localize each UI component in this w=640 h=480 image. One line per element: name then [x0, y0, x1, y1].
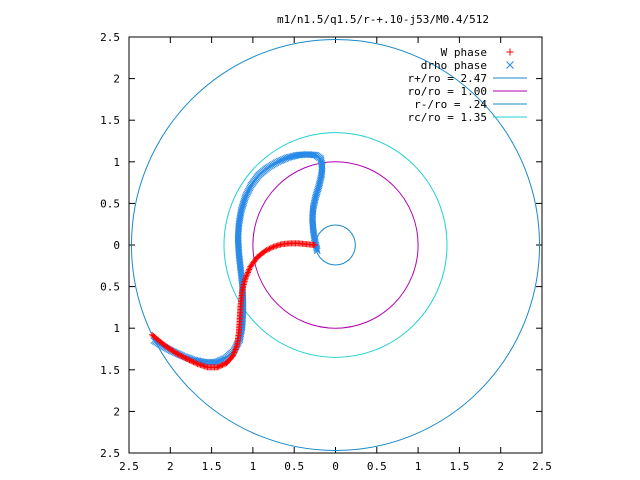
data-point — [149, 331, 156, 338]
y-tick-label: 2.5 — [100, 447, 120, 460]
y-tick-label: 0.5 — [100, 281, 120, 294]
x-tick-label: 0.5 — [284, 460, 304, 473]
data-point — [183, 355, 190, 362]
x-tick-label: 2 — [167, 460, 174, 473]
data-point — [215, 363, 222, 370]
data-point — [185, 356, 192, 363]
data-point — [216, 363, 223, 370]
data-point — [267, 245, 274, 252]
x-tick-labels: 2.5 2 1.5 1 0.5 0 0.5 1 1.5 2 2.5 — [119, 460, 552, 473]
x-tick-label: 2.5 — [532, 460, 552, 473]
data-point — [246, 265, 253, 272]
series-w-phase — [149, 240, 318, 371]
x-tick-label: 2.5 — [119, 460, 139, 473]
x-tick-label: 2 — [497, 460, 504, 473]
y-tick-label: 1.5 — [100, 114, 120, 127]
data-point — [266, 245, 273, 252]
data-point — [194, 360, 201, 367]
marker-stroke — [313, 247, 321, 255]
data-point — [247, 263, 254, 270]
legend-label: W phase — [441, 46, 487, 59]
y-tick-label: 0 — [113, 239, 120, 252]
data-point — [189, 358, 196, 365]
legend-label: r-/ro = .24 — [414, 98, 487, 111]
marker-stroke — [239, 318, 246, 326]
data-point — [175, 351, 182, 358]
marker-stroke — [312, 243, 320, 250]
marker-stroke — [296, 151, 304, 159]
y-tick-label: 2.5 — [100, 31, 120, 44]
data-point — [177, 352, 184, 359]
circle-r+ — [130, 38, 541, 452]
legend-label: ro/ro = 1.00 — [408, 85, 487, 98]
legend-marker — [506, 61, 514, 69]
data-point — [182, 355, 189, 362]
data-point — [244, 270, 251, 277]
data-point — [245, 268, 252, 274]
circle-r- — [315, 224, 356, 266]
chart-title: m1/n1.5/q1.5/r-+.10-j53/M0.4/512 — [277, 13, 489, 26]
y-tick-label: 2 — [113, 73, 120, 86]
circle-ro — [252, 161, 419, 329]
y-tick-label: 2 — [113, 405, 120, 418]
data-point — [223, 360, 230, 367]
series-layer — [130, 38, 541, 452]
data-point — [265, 246, 272, 253]
data-point — [270, 243, 277, 250]
data-point — [244, 269, 251, 276]
data-point — [150, 332, 157, 339]
circle-rc — [223, 132, 448, 358]
y-tick-label: 1 — [113, 322, 120, 335]
data-point — [181, 354, 188, 361]
data-point — [187, 357, 194, 364]
x-tick-label: 1.5 — [449, 460, 469, 473]
data-point — [186, 357, 193, 364]
marker-stroke — [238, 320, 246, 327]
x-tick-label: 0 — [332, 460, 339, 473]
y-tick-label: 1 — [113, 156, 120, 169]
x-tick-label: 1 — [250, 460, 257, 473]
data-point — [191, 359, 198, 366]
legend-marker — [506, 48, 514, 56]
x-tick-label: 0.5 — [367, 460, 387, 473]
legend-label: drho phase — [421, 59, 487, 72]
axis-ticks — [128, 36, 543, 454]
data-point — [222, 360, 229, 367]
data-point — [219, 361, 226, 368]
data-point — [218, 362, 225, 369]
y-tick-label: 1.5 — [100, 364, 120, 377]
y-tick-labels: 2.5 2 1.5 1 0.5 0 0.5 1 1.5 2 2.5 — [100, 31, 120, 460]
marker-stroke — [313, 246, 321, 253]
data-point — [246, 266, 253, 273]
data-point — [193, 360, 200, 367]
x-tick-label: 1 — [415, 460, 422, 473]
data-point — [220, 361, 227, 368]
marker-stroke — [317, 158, 325, 165]
data-point — [178, 353, 185, 360]
x-tick-label: 1.5 — [202, 460, 222, 473]
legend-label: rc/ro = 1.35 — [408, 111, 487, 124]
legend-label: r+/ro = 2.47 — [408, 72, 487, 85]
data-point — [190, 359, 197, 366]
data-point — [179, 353, 186, 360]
data-point — [243, 273, 250, 280]
data-point — [269, 244, 276, 251]
data-point — [243, 272, 250, 279]
marker-stroke — [313, 244, 320, 252]
y-tick-label: 0.5 — [100, 197, 120, 210]
marker-stroke — [506, 61, 514, 69]
